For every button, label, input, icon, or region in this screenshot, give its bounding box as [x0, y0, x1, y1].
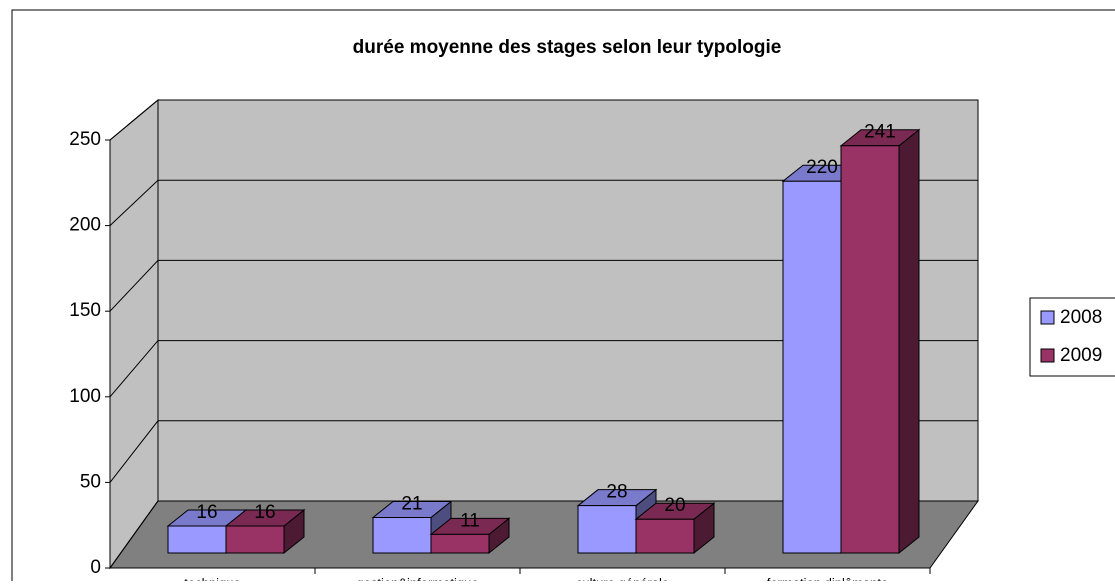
bar [224, 508, 306, 555]
grid-line [109, 99, 978, 141]
bar-face [840, 145, 900, 554]
legend-label: 2009 [1060, 345, 1102, 366]
data-label: 11 [460, 510, 480, 531]
bar-face [898, 128, 920, 555]
grid-line [109, 340, 978, 398]
y-tick-label: 50 [80, 471, 101, 492]
grid-line [109, 259, 978, 312]
bar-face [782, 180, 842, 554]
grid-line [109, 500, 978, 569]
x-tick-label: culture générale [576, 575, 669, 581]
y-tick-label: 100 [69, 386, 101, 407]
chart-title: durée moyenne des stages selon leur typo… [353, 37, 782, 58]
bar [839, 128, 921, 555]
bar [429, 517, 511, 555]
bar-face [430, 533, 490, 554]
grid-line [109, 420, 978, 483]
y-tick-label: 0 [90, 557, 101, 578]
y-tick-label: 200 [69, 215, 101, 236]
data-label: 16 [254, 502, 275, 523]
y-tick-label: 250 [69, 129, 101, 150]
data-label: 220 [806, 157, 838, 178]
legend-label: 2008 [1060, 307, 1102, 328]
legend-swatch [1040, 348, 1055, 363]
bar-face [577, 505, 637, 554]
bar [634, 502, 716, 555]
bar-face [167, 525, 227, 554]
data-label: 28 [606, 482, 627, 503]
x-tick-label: gestion&informatique [356, 575, 478, 581]
legend-swatch [1040, 310, 1055, 325]
bar-face [225, 525, 285, 554]
data-label: 20 [664, 495, 685, 516]
data-label: 241 [864, 122, 896, 143]
bar-face [372, 517, 432, 554]
y-tick-label: 150 [69, 300, 101, 321]
bar-face [635, 518, 695, 554]
x-tick-label: formation diplômante [767, 575, 888, 581]
data-label: 21 [401, 494, 422, 515]
grid-line [109, 179, 978, 226]
data-label: 16 [196, 502, 217, 523]
side-wall [109, 98, 159, 570]
x-tick-label: technique [184, 575, 240, 581]
